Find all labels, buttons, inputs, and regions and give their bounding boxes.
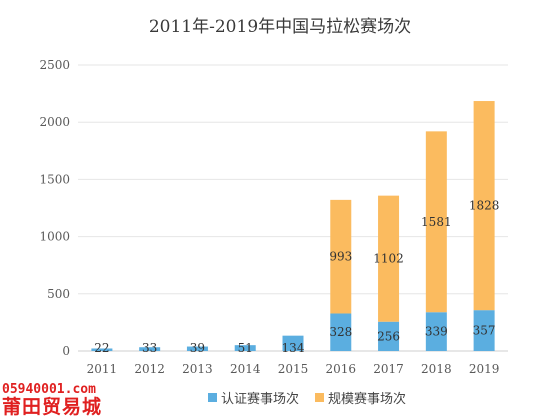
y-tick-label-0: 0	[62, 344, 70, 358]
data-label-certified-2016: 328	[329, 325, 352, 339]
x-tick-label-2011: 2011	[87, 362, 118, 376]
legend-swatch-certified	[208, 393, 217, 402]
bar-scale-2019	[473, 101, 495, 311]
data-label-certified-2014: 51	[238, 341, 253, 355]
y-tick-label-2000: 2000	[39, 115, 70, 129]
data-label-certified-2018: 339	[425, 325, 448, 339]
bar-certified-2013	[186, 346, 208, 351]
x-tick-label-2019: 2019	[469, 362, 500, 376]
y-tick-label-500: 500	[47, 287, 70, 301]
x-tick-label-2016: 2016	[326, 362, 357, 376]
chart-title: 2011年-2019年中国马拉松赛场次	[148, 17, 412, 37]
y-tick-label-2500: 2500	[39, 58, 70, 72]
data-label-scale-2017: 1102	[373, 252, 404, 266]
bar-scale-2016	[330, 199, 352, 314]
x-tick-label-2012: 2012	[134, 362, 165, 376]
bar-certified-2018	[425, 312, 447, 351]
data-label-scale-2018: 1581	[421, 215, 452, 229]
watermark: 05940001.com 莆田贸易城	[2, 383, 102, 417]
x-tick-label-2013: 2013	[182, 362, 213, 376]
y-tick-label-1000: 1000	[39, 230, 70, 244]
y-tick-label-1500: 1500	[39, 172, 70, 186]
x-tick-label-2018: 2018	[421, 362, 452, 376]
bar-scale-2018	[425, 131, 447, 313]
bar-certified-2012	[139, 347, 161, 351]
legend: 认证赛事场次 规模赛事场次	[208, 388, 406, 407]
data-label-certified-2011: 22	[94, 341, 109, 355]
bar-certified-2015	[282, 335, 304, 351]
x-tick-label-2017: 2017	[373, 362, 404, 376]
x-tick-label-2015: 2015	[278, 362, 309, 376]
bar-certified-2019	[473, 310, 495, 351]
data-label-certified-2012: 33	[142, 341, 157, 355]
data-label-scale-2019: 1828	[469, 199, 500, 213]
bars	[91, 101, 495, 351]
bar-certified-2017	[378, 321, 400, 351]
watermark-url: 05940001.com	[2, 382, 96, 397]
legend-label-scale: 规模赛事场次	[328, 392, 407, 407]
bar-certified-2011	[91, 348, 113, 351]
legend-swatch-scale	[315, 393, 325, 402]
legend-label-certified: 认证赛事场次	[221, 392, 300, 407]
data-label-scale-2016: 993	[329, 250, 352, 264]
x-axis-ticks: 2011 2012 2013 2014 2015 2016 2017 2018 2019	[87, 362, 500, 376]
data-label-certified-2015: 134	[282, 341, 305, 355]
data-labels: 22 33 39 51 134 328 993 256 1102 339 1581 357 1828	[94, 199, 499, 355]
y-axis-ticks: 0 500 1000 1500 2000 2500	[39, 58, 70, 358]
watermark-name: 莆田贸易城	[2, 396, 103, 418]
data-label-certified-2013: 39	[190, 341, 205, 355]
bar-certified-2016	[330, 313, 352, 351]
bar-scale-2017	[378, 195, 400, 322]
data-label-certified-2017: 256	[377, 329, 400, 343]
data-label-certified-2019: 357	[473, 324, 496, 338]
bar-certified-2014	[234, 345, 256, 351]
legend-item-certified: 认证赛事场次	[208, 388, 299, 407]
x-tick-label-2014: 2014	[230, 362, 261, 376]
legend-item-scale: 规模赛事场次	[315, 388, 406, 407]
